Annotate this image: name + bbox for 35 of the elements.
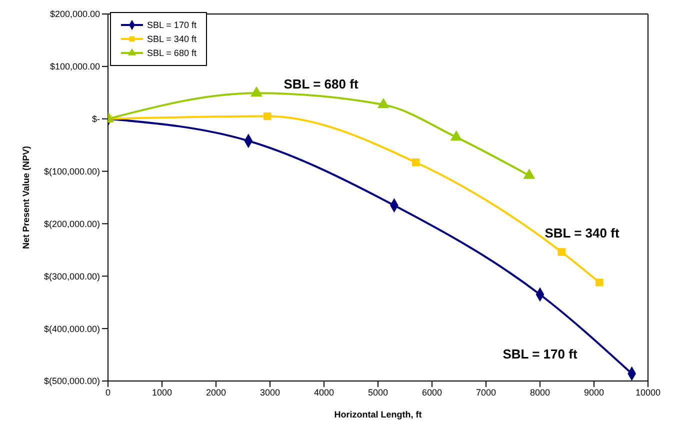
x-axis-title: Horizontal Length, ft [334, 409, 422, 420]
legend-label: SBL = 680 ft [147, 47, 196, 60]
x-tick-label: 8000 [530, 387, 550, 398]
x-tick-label: 2000 [206, 387, 226, 398]
annotation: SBL = 340 ft [544, 226, 620, 240]
point [524, 169, 535, 179]
x-tick-label: 0 [105, 387, 111, 398]
x-tick-label: 5000 [368, 387, 388, 398]
y-axis-title: Net Present Value (NPV) [21, 146, 32, 250]
annotation: SBL = 680 ft [284, 76, 358, 92]
x-tick-label: 9000 [584, 387, 604, 398]
point [263, 112, 272, 120]
point [412, 158, 420, 166]
point [450, 130, 462, 141]
legend-label: SBL = 340 ft [147, 33, 196, 46]
y-tick-label: $200,000.00 [50, 9, 100, 20]
x-tick-label: 1000 [152, 387, 172, 398]
point [558, 248, 566, 256]
y-tick-label: $(200,000.00) [44, 218, 100, 229]
y-tick-label: $- [92, 114, 100, 124]
x-tick-label: 10000 [635, 387, 661, 398]
point [596, 278, 604, 286]
y-tick-label: $(100,000.00) [44, 166, 100, 176]
annotation: SBL = 170 ft [502, 346, 578, 362]
legend-label: SBL = 170 ft [147, 19, 196, 32]
point [250, 86, 262, 97]
y-tick-label: $(300,000.00) [44, 271, 100, 282]
x-tick-label: 7000 [476, 387, 496, 398]
x-tick-label: 3000 [260, 387, 280, 398]
y-tick-label: $(400,000.00) [44, 324, 100, 334]
x-tick-label: 6000 [422, 387, 442, 398]
y-tick-label: $100,000.00 [50, 62, 100, 72]
point [378, 98, 389, 108]
x-tick-label: 4000 [314, 387, 334, 398]
y-tick-label: $(500,000.00) [44, 376, 100, 386]
